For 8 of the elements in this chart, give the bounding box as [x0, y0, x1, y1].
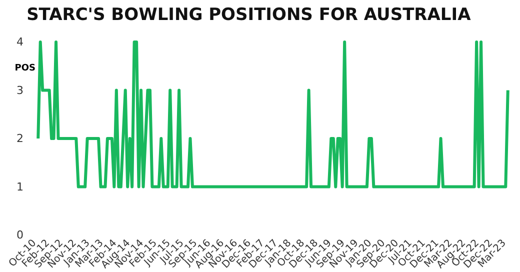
- chart-title: STARC'S BOWLING POSITIONS FOR AUSTRALIA: [26, 5, 472, 25]
- line-series: [36, 40, 510, 188]
- y-tick-label: 2: [16, 132, 24, 145]
- y-tick-label: 1: [16, 180, 24, 194]
- y-axis-title: POS: [14, 64, 36, 74]
- y-tick-label: 4: [16, 36, 24, 48]
- y-tick-label: 0: [16, 228, 24, 242]
- y-tick-label: 3: [16, 84, 24, 97]
